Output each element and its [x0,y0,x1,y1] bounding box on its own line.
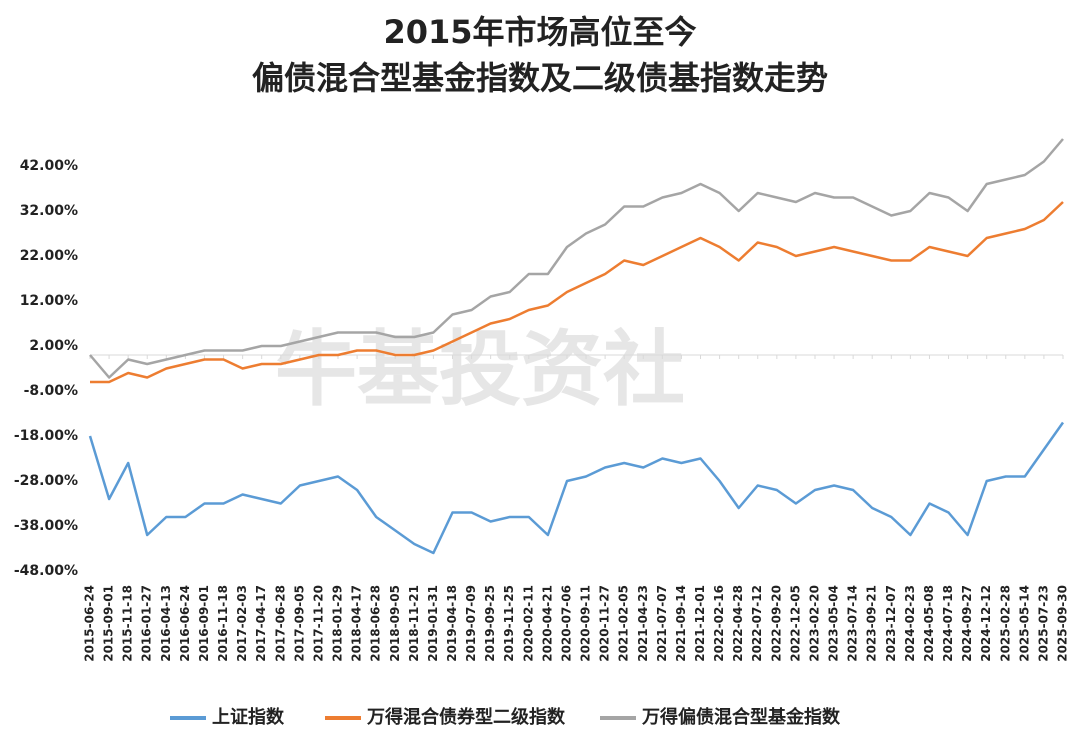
chart-subtitle: 偏债混合型基金指数及二级债基指数走势 [252,59,828,97]
x-tick-label: 2017-06-28 [273,585,287,662]
series-line [90,201,1064,384]
x-tick-label: 2025-05-14 [1017,585,1031,662]
x-tick-label: 2022-07-12 [750,585,764,662]
x-tick-label: 2024-09-27 [960,585,974,662]
x-tick-label: 2020-11-27 [598,585,612,662]
x-tick-label: 2022-09-20 [769,585,783,662]
y-tick-label: -28.00% [14,473,78,489]
legend-label: 万得偏债混合型基金指数 [641,706,841,728]
x-tick-label: 2018-06-28 [369,585,383,662]
x-tick-label: 2018-11-21 [407,585,421,662]
x-tick-label: 2021-07-07 [655,585,669,662]
x-tick-label: 2019-04-18 [445,585,459,662]
x-tick-label: 2020-02-11 [521,585,535,662]
x-tick-label: 2022-04-28 [731,585,745,662]
x-tick-label: 2016-01-27 [140,585,154,662]
x-tick-label: 2024-07-18 [941,585,955,662]
x-tick-label: 2018-04-17 [350,585,364,662]
x-tick-label: 2020-07-06 [559,585,573,662]
x-tick-label: 2017-02-03 [235,585,249,662]
x-tick-label: 2016-11-18 [216,585,230,662]
y-tick-label: 22.00% [20,248,78,264]
x-tick-label: 2024-12-12 [979,585,993,662]
y-tick-label: -18.00% [14,428,78,444]
x-tick-label: 2017-04-17 [254,585,268,662]
x-tick-label: 2023-02-20 [807,585,821,662]
y-tick-label: -48.00% [14,563,78,579]
x-tick-label: 2025-07-23 [1036,585,1050,662]
x-tick-label: 2025-09-30 [1056,585,1070,662]
legend-label: 万得混合债券型二级指数 [366,706,566,728]
x-tick-label: 2016-04-13 [159,585,173,662]
series-line [88,421,1065,555]
x-tick-label: 2025-02-28 [998,585,1012,662]
y-tick-label: 12.00% [20,293,78,309]
x-tick-label: 2023-12-07 [884,585,898,662]
x-tick-label: 2019-11-25 [502,585,516,662]
x-tick-label: 2018-01-29 [331,585,345,662]
x-tick-label: 2019-07-09 [464,585,478,662]
x-tick-label: 2016-06-24 [178,585,192,662]
x-tick-label: 2019-09-25 [483,585,497,662]
x-tick-label: 2015-11-18 [121,585,135,662]
y-tick-label: -38.00% [14,518,78,534]
x-tick-label: 2024-02-23 [903,585,917,662]
watermark: 牛基投资社 [275,322,685,417]
x-tick-label: 2023-05-04 [827,585,841,662]
x-tick-label: 2021-02-05 [617,585,631,662]
chart-title: 2015年市场高位至今 [383,13,696,51]
x-tick-label: 2017-09-05 [292,585,306,662]
x-tick-label: 2016-09-01 [197,585,211,662]
x-tick-label: 2022-12-05 [788,585,802,662]
legend-label: 上证指数 [212,706,285,728]
x-tick-label: 2017-11-20 [311,585,325,662]
x-tick-label: 2023-07-14 [846,585,860,662]
x-tick-label: 2021-12-01 [693,585,707,662]
x-tick-label: 2020-09-11 [579,585,593,662]
y-tick-label: 32.00% [20,203,78,219]
x-tick-label: 2023-09-21 [865,585,879,662]
x-tick-label: 2022-02-16 [712,585,726,662]
x-tick-label: 2024-05-08 [922,585,936,662]
x-tick-label: 2019-01-31 [426,585,440,662]
y-tick-label: 2.00% [29,338,78,354]
x-tick-label: 2015-06-24 [83,585,97,662]
x-tick-label: 2020-04-21 [540,585,554,662]
x-tick-label: 2021-04-23 [636,585,650,662]
y-tick-label: 42.00% [20,158,78,174]
x-tick-label: 2021-09-14 [674,585,688,662]
x-tick-label: 2015-09-01 [102,585,116,662]
y-tick-label: -8.00% [24,383,78,399]
series-line [89,138,1064,379]
x-tick-label: 2018-09-05 [388,585,402,662]
